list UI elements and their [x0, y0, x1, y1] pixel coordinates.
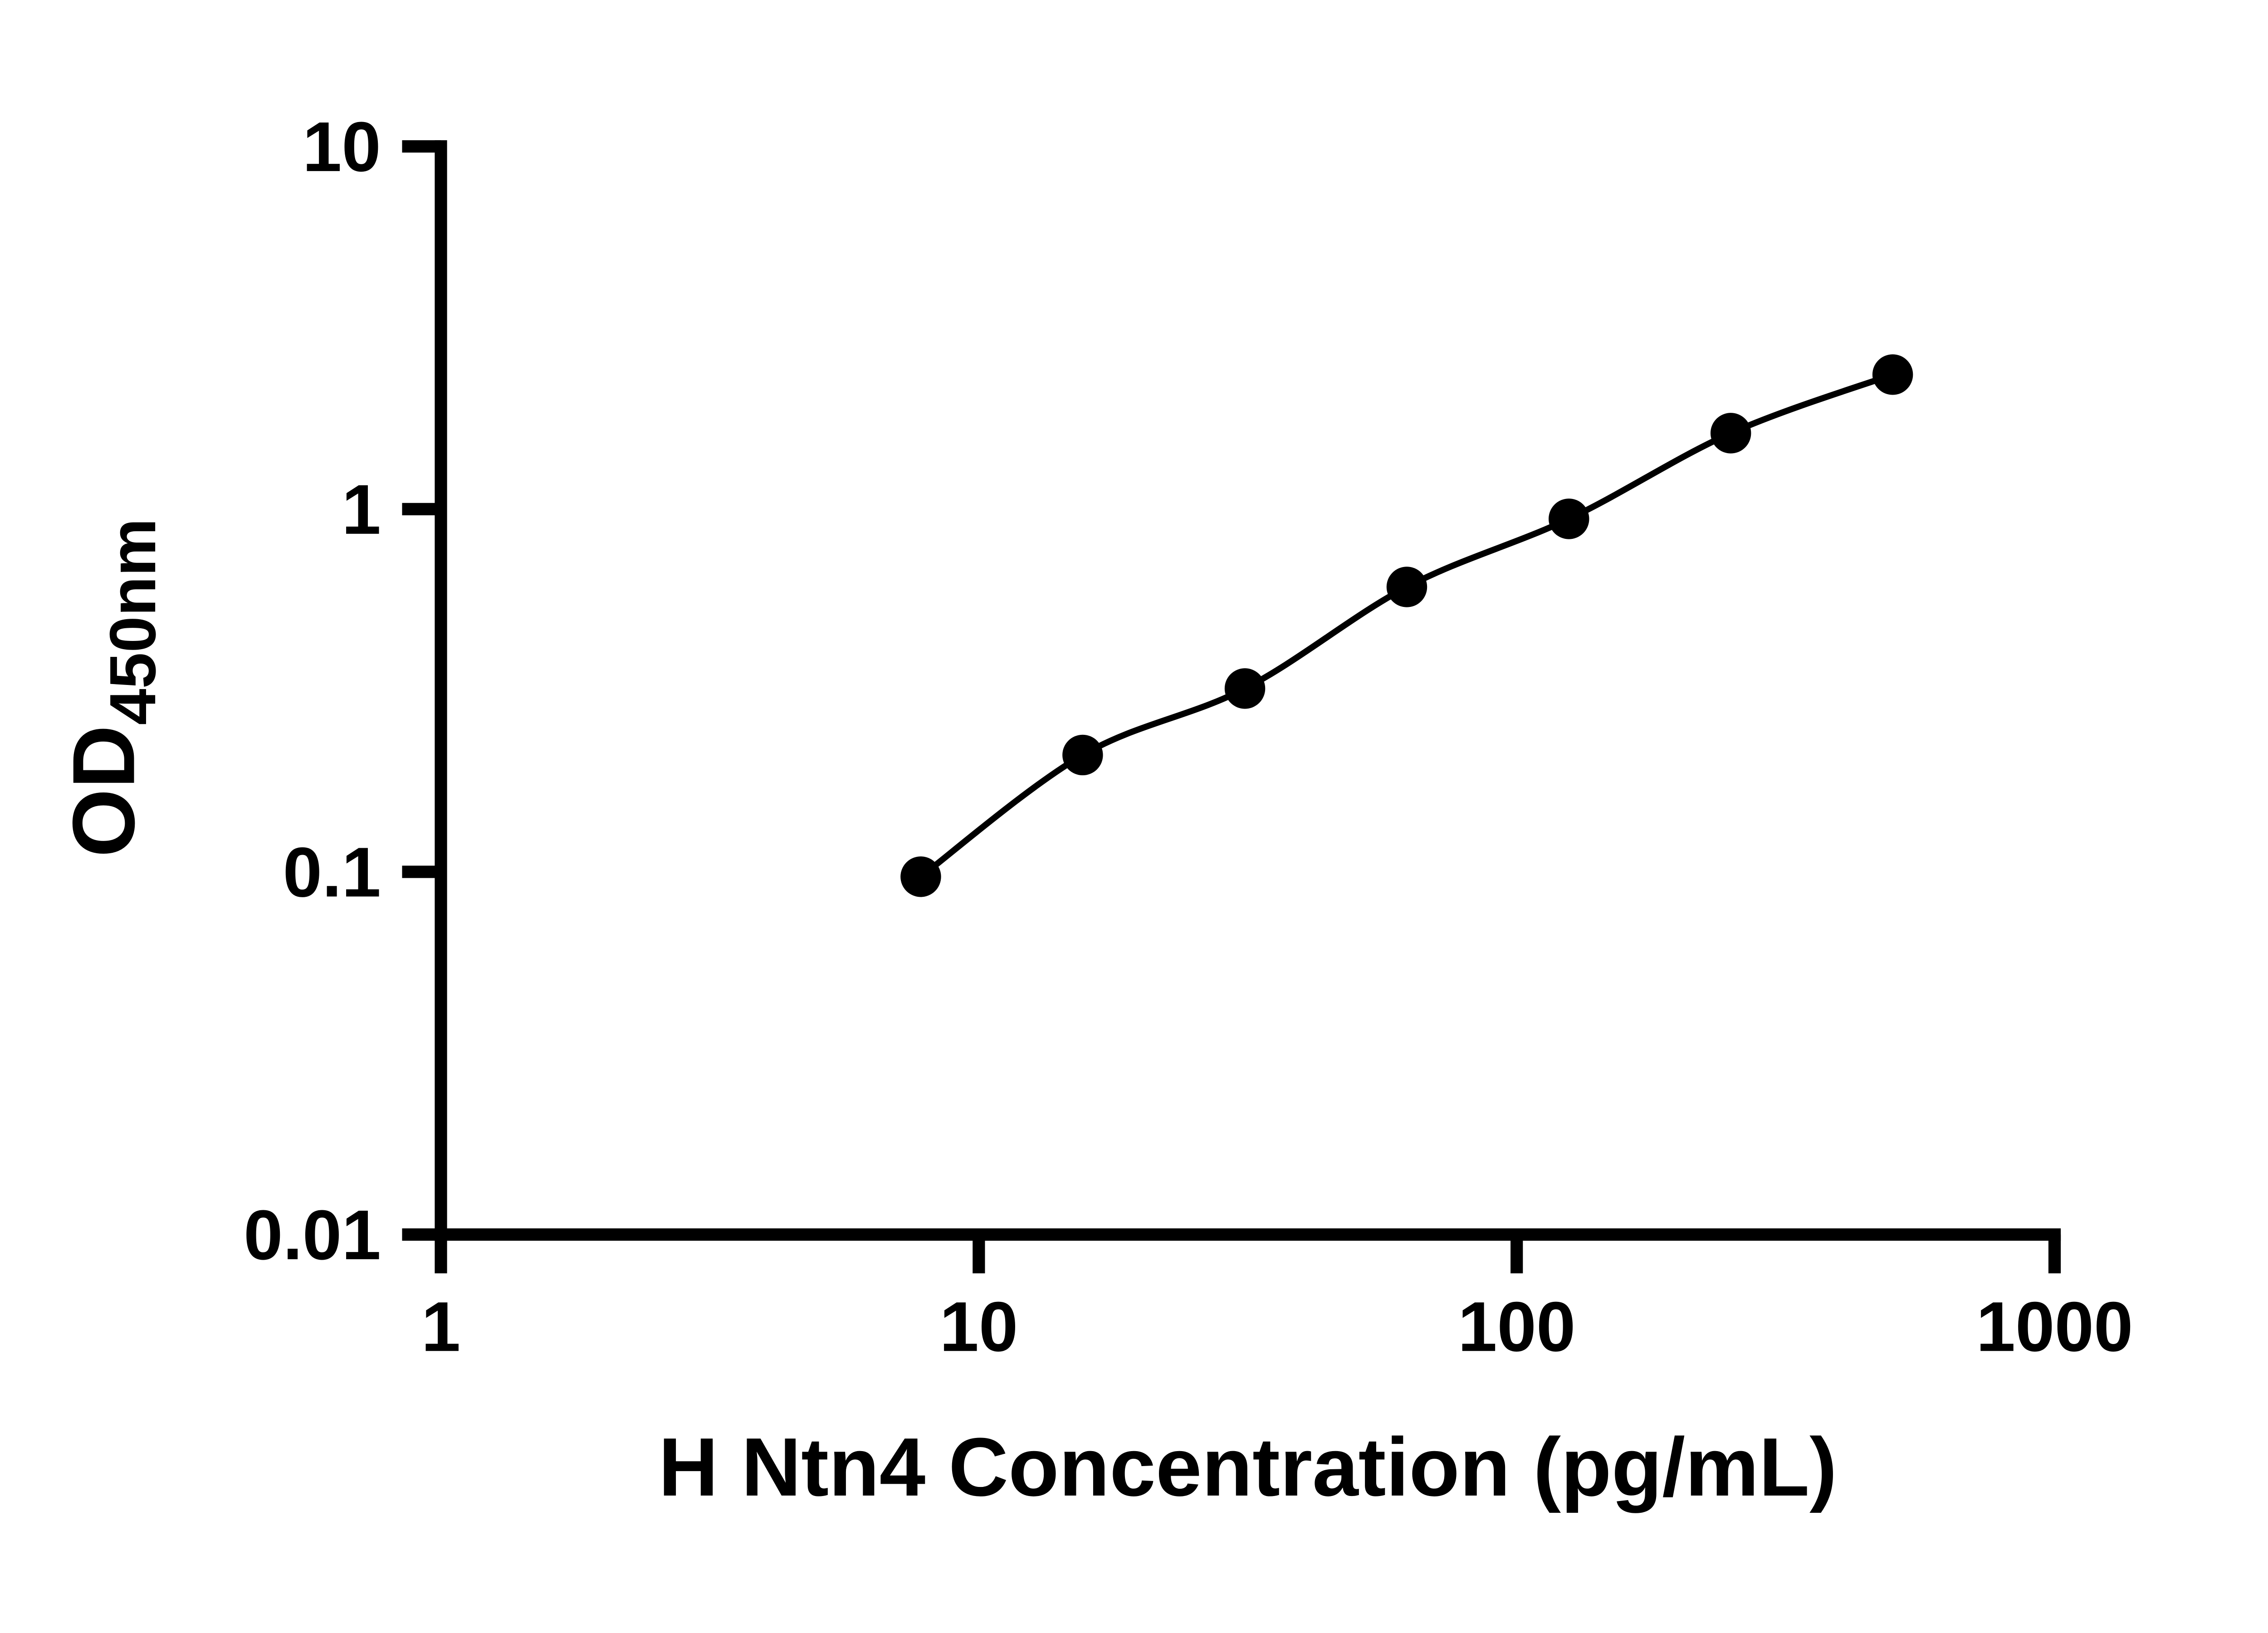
- data-point: [1710, 413, 1751, 454]
- data-point: [1062, 734, 1103, 776]
- y-axis-title-main: OD: [54, 725, 153, 857]
- y-tick-label: 10: [303, 107, 381, 186]
- x-tick-label: 10: [939, 1287, 1018, 1366]
- data-point: [1224, 668, 1266, 709]
- x-tick-label: 1000: [1976, 1287, 2133, 1366]
- data-point: [1386, 567, 1427, 607]
- x-tick-label: 1: [421, 1287, 461, 1366]
- y-tick-label: 0.1: [283, 832, 381, 911]
- data-point: [900, 856, 941, 897]
- x-axis-title: H Ntn4 Concentration (pg/mL): [659, 1421, 1837, 1513]
- plot-layer: 1 10 100 1000 0.01 0.1 1 10: [244, 107, 2133, 1366]
- y-tick-label: 0.01: [244, 1195, 381, 1274]
- elisa-standard-curve-figure: 1 10 100 1000 0.01 0.1 1 10 H Ntn4 Concentratio…: [54, 107, 2133, 1514]
- y-axis-title-subscript: 450nm: [97, 518, 169, 725]
- y-axis-title: OD450nm: [54, 518, 169, 857]
- standard-curve-chart: 1 10 100 1000 0.01 0.1 1 10 H Ntn4 Concentratio…: [54, 107, 2133, 1514]
- y-tick-label: 1: [342, 470, 381, 549]
- fit-curve: [919, 372, 1894, 880]
- x-tick-label: 100: [1458, 1287, 1575, 1366]
- data-point: [1549, 499, 1589, 539]
- data-point: [1872, 354, 1913, 395]
